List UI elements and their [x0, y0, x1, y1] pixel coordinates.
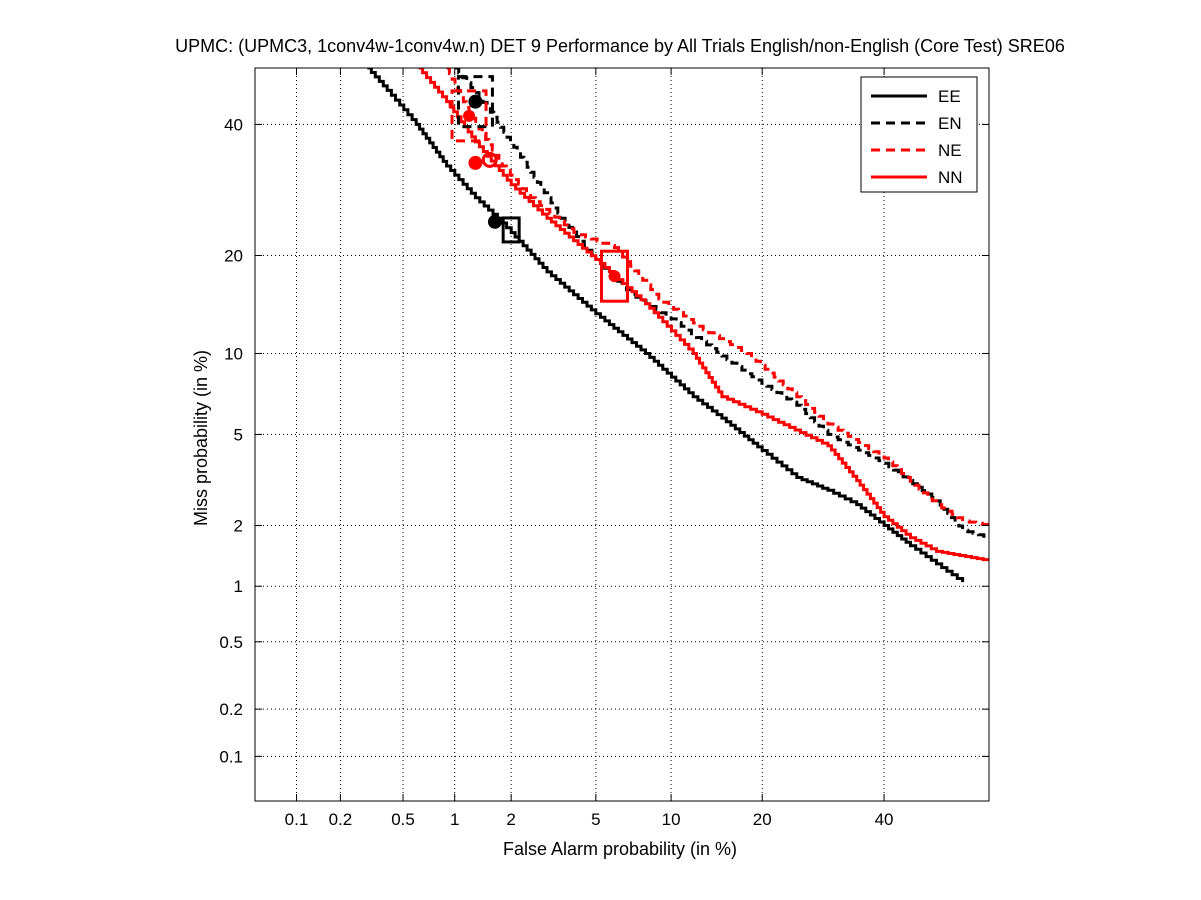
min-dcf-marker-nn: [600, 249, 630, 303]
legend-label-ee: EE: [938, 87, 961, 106]
actual-dcf-marker-ne: [481, 151, 498, 168]
min-dcf-marker-en: [456, 75, 494, 129]
x-tick-label: 40: [875, 810, 894, 829]
y-tick-label: 1: [234, 577, 243, 596]
y-tick-label: 0.2: [219, 700, 243, 719]
x-tick-label: 20: [753, 810, 772, 829]
x-tick-label: 2: [506, 810, 515, 829]
x-tick-label: 5: [591, 810, 600, 829]
y-tick-label: 20: [224, 246, 243, 265]
series-line-en: [454, 68, 989, 538]
series-layer: [367, 68, 989, 583]
min-dcf-dot-nn: [608, 270, 621, 283]
series-line-nn: [418, 68, 989, 562]
x-tick-label: 0.1: [285, 810, 309, 829]
legend-label-en: EN: [938, 114, 962, 133]
y-axis-label: Miss probability (in %): [191, 350, 211, 526]
y-tick-label: 10: [224, 344, 243, 363]
legend: EE EN NE NN: [860, 76, 978, 193]
x-axis-label: False Alarm probability (in %): [503, 839, 737, 859]
min-dcf-dot-ne: [463, 109, 476, 122]
y-tick-label: 5: [234, 425, 243, 444]
x-tick-label: 10: [662, 810, 681, 829]
actual-dcf-marker-ee: [487, 214, 502, 229]
legend-label-nn: NN: [938, 168, 963, 187]
min-dcf-marker-ee: [501, 216, 521, 244]
x-tick-label: 0.5: [391, 810, 415, 829]
y-tick-label: 0.1: [219, 747, 243, 766]
legend-label-ne: NE: [938, 141, 962, 160]
actual-dcf-marker-en: [468, 94, 483, 109]
y-tick-label: 40: [224, 115, 243, 134]
min-dcf-marker-ne: [450, 89, 488, 143]
tick-layer: 0.1 0.2 0.5 1 2 5 10 20 40 0.1 0.2 0.5 1 2 5 10 20 40: [219, 68, 989, 829]
x-tick-label: 1: [450, 810, 459, 829]
chart-title: UPMC: (UPMC3, 1conv4w-1conv4w.n) DET 9 P…: [175, 36, 1065, 56]
actual-dcf-marker-nn: [468, 155, 483, 170]
series-line-ne: [446, 68, 989, 526]
series-line-ee: [367, 68, 965, 583]
marker-layer: [450, 75, 630, 303]
y-tick-label: 0.5: [219, 633, 243, 652]
y-tick-label: 2: [234, 516, 243, 535]
x-tick-label: 0.2: [329, 810, 353, 829]
